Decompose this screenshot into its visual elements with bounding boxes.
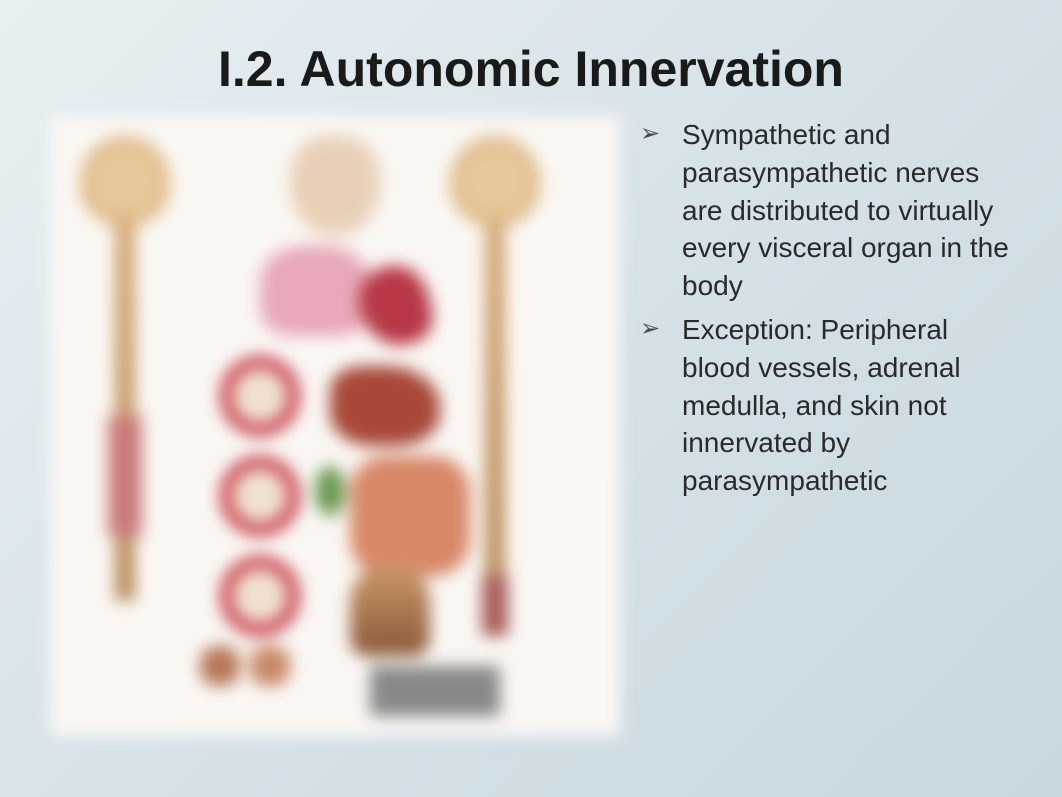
slide: I.2. Autonomic Innervation Sympath	[0, 0, 1062, 797]
anatomy-diagram	[50, 116, 620, 736]
circle-detail-2	[220, 456, 300, 536]
bullet-list: Sympathetic and parasympathetic nerves a…	[640, 116, 1012, 736]
bottom-organ-1	[200, 646, 240, 686]
spine-right-bottom	[482, 576, 508, 636]
bottom-organ-2	[250, 646, 290, 686]
spine-right-shape	[485, 221, 505, 601]
bullet-item: Exception: Peripheral blood vessels, adr…	[640, 311, 1012, 500]
head-shape	[290, 136, 380, 236]
slide-content: Sympathetic and parasympathetic nerves a…	[50, 116, 1012, 736]
circle-detail-1	[220, 356, 300, 436]
liver-shape	[330, 366, 440, 446]
bladder-shape	[350, 566, 430, 656]
brain-left-shape	[80, 136, 170, 226]
brain-right-shape	[450, 136, 540, 226]
circle-detail-3	[220, 556, 300, 636]
lungs-shape	[260, 246, 370, 336]
spine-left-shape	[115, 221, 135, 601]
diagram-legend	[370, 666, 500, 716]
slide-title: I.2. Autonomic Innervation	[50, 40, 1012, 98]
bullet-item: Sympathetic and parasympathetic nerves a…	[640, 116, 1012, 305]
gallbladder-shape	[315, 466, 345, 516]
intestine-shape	[350, 456, 470, 576]
spine-left-segment	[108, 416, 142, 536]
